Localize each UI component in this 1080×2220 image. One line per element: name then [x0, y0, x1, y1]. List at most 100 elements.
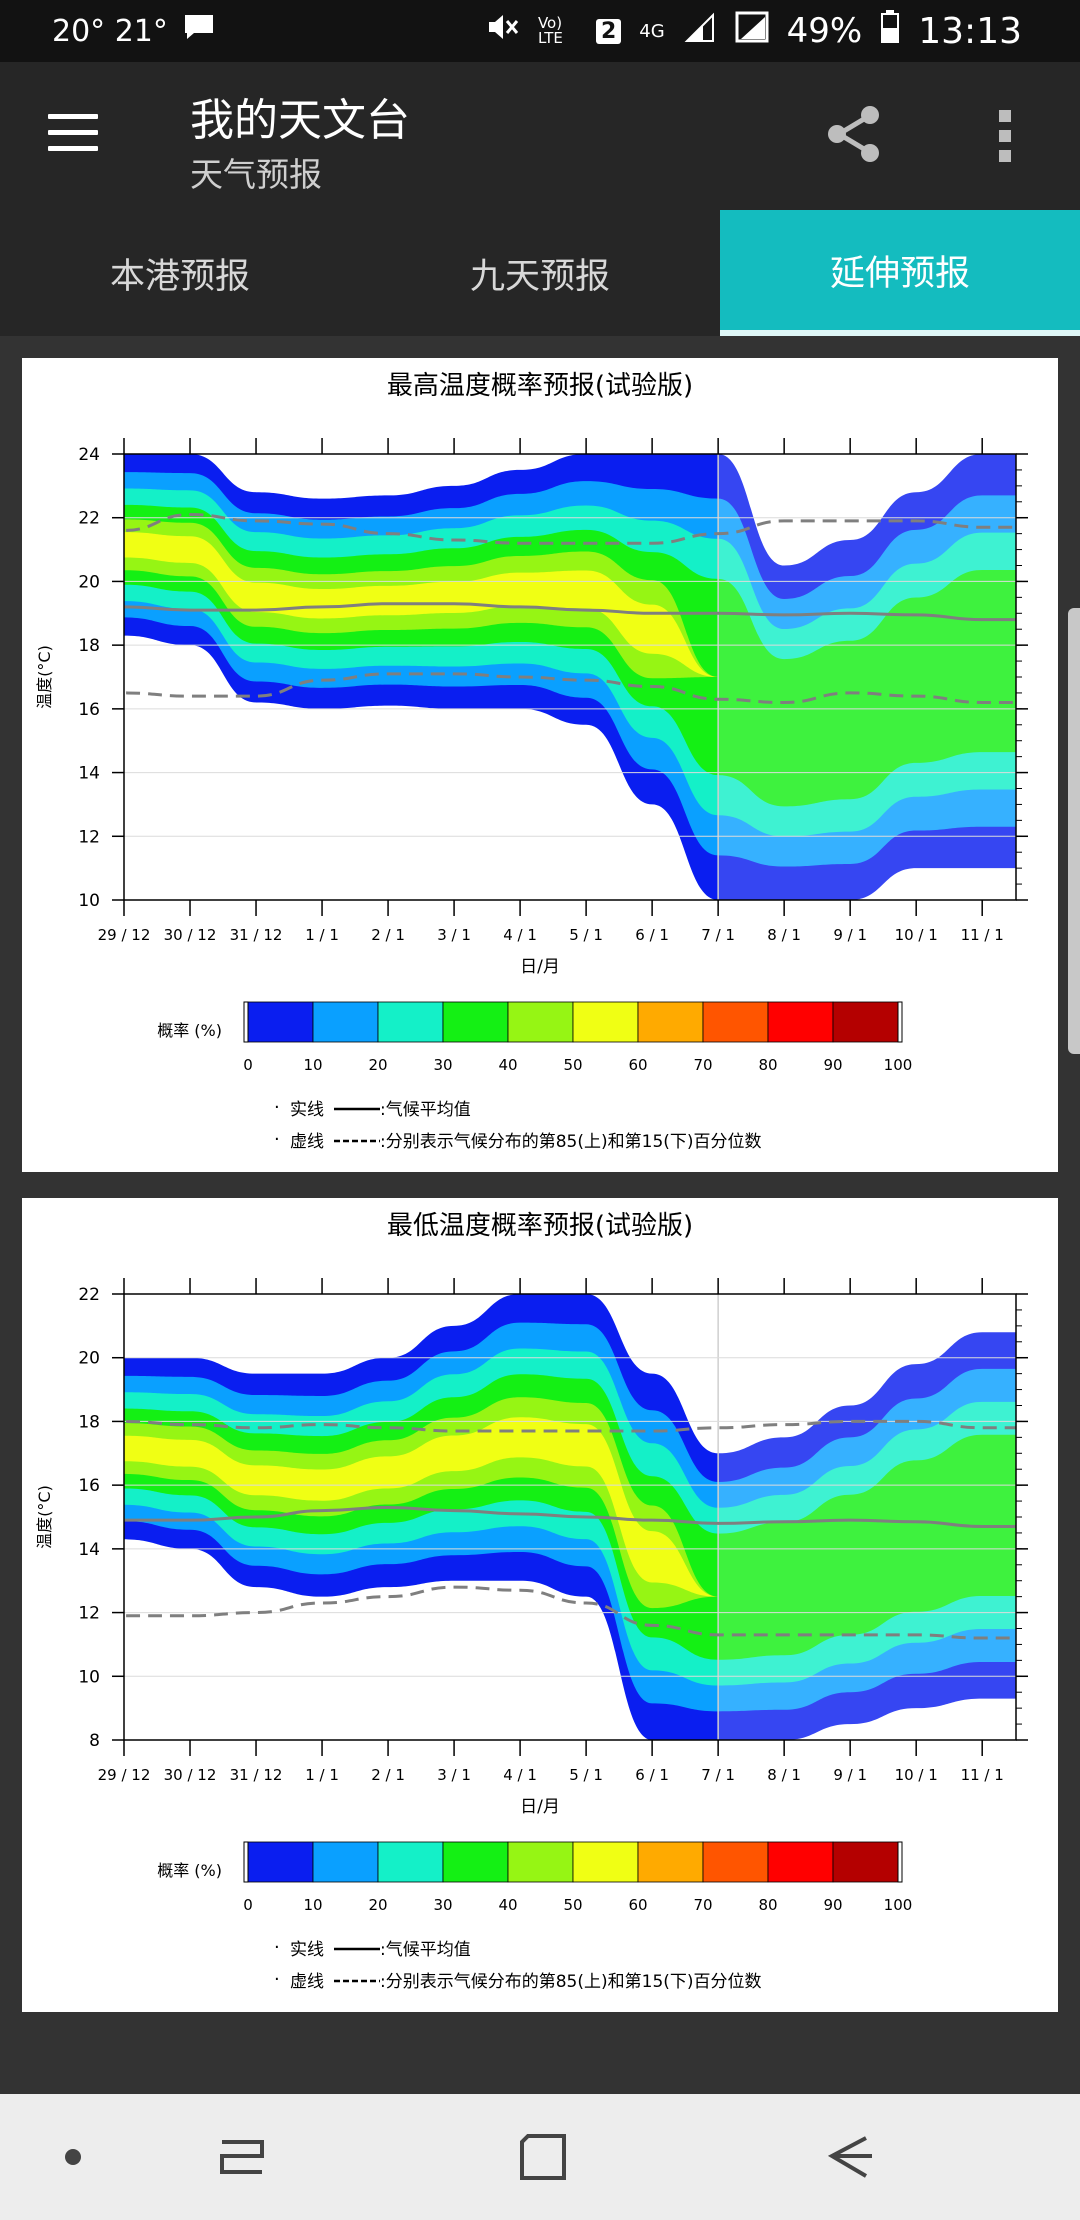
- y-tick-label: 16: [78, 700, 100, 720]
- app-subtitle: 天气预报: [190, 155, 322, 194]
- x-tick-label: 3 / 1: [437, 926, 471, 944]
- x-axis-label: 日/月: [520, 1797, 560, 1817]
- y-tick-label: 10: [78, 891, 100, 911]
- climate-mean-line: [124, 1505, 1016, 1529]
- x-tick-label: 9 / 1: [833, 1766, 867, 1784]
- colorbar-tick-label: 90: [823, 1056, 842, 1074]
- note-solid-text: :气候平均值: [380, 1940, 471, 1960]
- note-solid-text: :气候平均值: [380, 1100, 471, 1120]
- y-tick-label: 22: [78, 509, 100, 529]
- scrollbar-thumb[interactable]: [1068, 608, 1080, 1054]
- x-tick-label: 7 / 1: [701, 1766, 735, 1784]
- colorbar-tick-label: 70: [693, 1896, 712, 1914]
- y-tick-label: 12: [78, 827, 100, 847]
- prob-band-40pct: [124, 519, 1016, 733]
- x-tick-label: 10 / 1: [895, 1766, 938, 1784]
- tab-local-forecast[interactable]: 本港预报: [109, 256, 250, 297]
- y-axis-label: 温度(°C): [35, 1485, 54, 1549]
- colorbar-tick-label: 20: [368, 1896, 387, 1914]
- app-title: 我的天文台: [190, 95, 410, 146]
- y-tick-label: 16: [78, 1476, 100, 1496]
- colorbar-swatch: [377, 1001, 444, 1043]
- share-icon: [828, 106, 879, 162]
- menu-button[interactable]: [48, 114, 98, 154]
- y-tick-label: 12: [78, 1604, 100, 1624]
- x-tick-label: 6 / 1: [635, 1766, 669, 1784]
- status-bar: 20° 21° Vo) LTE 2 4G 49% 13:13: [0, 0, 1080, 62]
- share-button[interactable]: [822, 102, 886, 166]
- y-axis-label: 温度(°C): [35, 645, 54, 709]
- colorbar-cap: [897, 1841, 903, 1883]
- colorbar-cap: [243, 1841, 249, 1883]
- x-tick-label: 1 / 1: [305, 1766, 339, 1784]
- colorbar-tick-label: 10: [303, 1896, 322, 1914]
- x-tick-label: 11 / 1: [961, 1766, 1004, 1784]
- colorbar-tick-label: 70: [693, 1056, 712, 1074]
- colorbar-cap: [897, 1001, 903, 1043]
- x-tick-label: 4 / 1: [503, 1766, 537, 1784]
- nav-dot-button[interactable]: [38, 2124, 108, 2190]
- x-tick-label: 29 / 12: [98, 926, 151, 944]
- home-icon: [520, 2134, 566, 2180]
- recents-button[interactable]: [208, 2124, 278, 2190]
- network-type: 4G: [639, 20, 665, 42]
- climate-mean-line: [124, 602, 1016, 622]
- app-bar: 我的天文台 天气预报: [0, 62, 1080, 210]
- volte-icon: Vo) LTE: [537, 14, 563, 47]
- colorbar-swatch: [767, 1001, 834, 1043]
- colorbar-swatch: [637, 1841, 704, 1883]
- colorbar-swatch: [572, 1001, 639, 1043]
- percentile-line: [124, 672, 1016, 704]
- colorbar-tick-label: 30: [433, 1056, 452, 1074]
- note-dashed-prefix: 虚线: [290, 1132, 324, 1152]
- message-icon: [182, 12, 216, 50]
- colorbar-swatch: [702, 1001, 769, 1043]
- y-tick-label: 14: [78, 764, 100, 784]
- home-button[interactable]: [508, 2124, 578, 2190]
- x-tick-label: 2 / 1: [371, 926, 405, 944]
- colorbar-tick-label: 100: [884, 1056, 913, 1074]
- x-tick-label: 30 / 12: [164, 926, 217, 944]
- tab-extended-forecast[interactable]: 延伸预报: [720, 210, 1080, 336]
- colorbar-swatch: [637, 1001, 704, 1043]
- colorbar-swatch: [832, 1001, 899, 1043]
- chart-title: 最高温度概率预报(试验版): [387, 371, 693, 401]
- colorbar-swatch: [767, 1841, 834, 1883]
- y-tick-label: 20: [78, 1349, 100, 1369]
- back-icon: [827, 2136, 872, 2178]
- colorbar-swatch: [702, 1841, 769, 1883]
- colorbar-tick-label: 20: [368, 1056, 387, 1074]
- extended-shade: [718, 454, 1016, 900]
- max-temp-chart: 最高温度概率预报(试验版) 10 12 14 16 18 20 22 24 29 / 12 30 /…: [35, 371, 1028, 1152]
- max-temp-chart-panel: 最高温度概率预报(试验版) 10 12 14 16 18 20 22 24 29 / 12 30 /…: [22, 358, 1058, 1172]
- back-button[interactable]: [812, 2124, 882, 2190]
- tab-nine-day-forecast[interactable]: 九天预报: [469, 256, 610, 297]
- x-axis-label: 日/月: [520, 957, 560, 977]
- x-tick-label: 4 / 1: [503, 926, 537, 944]
- sim-badge: 2: [595, 18, 622, 44]
- colorbar-tick-label: 80: [758, 1896, 777, 1914]
- x-tick-label: 9 / 1: [833, 926, 867, 944]
- prob-band-30pct: [124, 1374, 1016, 1660]
- min-temp-chart: 最低温度概率预报(试验版) 8 10 12 14 16 18 20 22 29 / 12 30 / …: [35, 1211, 1028, 1992]
- colorbar-title: 概率 (%): [157, 1021, 222, 1040]
- more-vert-icon: [999, 110, 1011, 162]
- y-tick-label: 8: [89, 1731, 100, 1751]
- colorbar-tick-label: 60: [628, 1896, 647, 1914]
- x-tick-label: 5 / 1: [569, 926, 603, 944]
- x-tick-label: 6 / 1: [635, 926, 669, 944]
- colorbar-swatch: [442, 1841, 509, 1883]
- colorbar-title: 概率 (%): [157, 1861, 222, 1880]
- colorbar-swatch: [572, 1841, 639, 1883]
- colorbar-tick-label: 0: [243, 1056, 253, 1074]
- y-tick-label: 22: [78, 1285, 100, 1305]
- x-tick-label: 11 / 1: [961, 926, 1004, 944]
- battery-icon: [880, 10, 900, 52]
- colorbar-tick-label: 50: [563, 1896, 582, 1914]
- colorbar-swatch: [377, 1841, 444, 1883]
- overflow-menu-button[interactable]: [990, 106, 1020, 166]
- colorbar-swatch: [832, 1841, 899, 1883]
- colorbar-tick-label: 40: [498, 1056, 517, 1074]
- percentile-line: [124, 513, 1016, 545]
- y-tick-label: 20: [78, 572, 100, 592]
